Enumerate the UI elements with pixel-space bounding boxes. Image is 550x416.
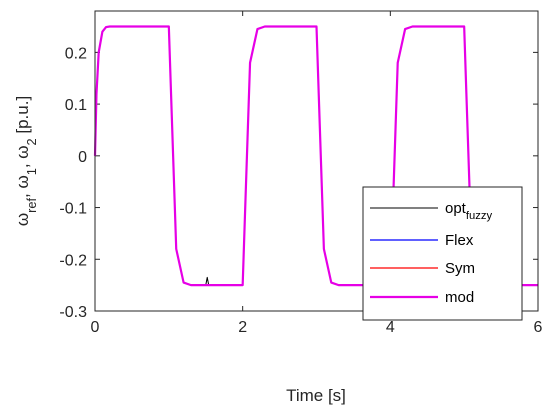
y-tick-label: -0.1 (59, 201, 87, 218)
y-tick-label: -0.2 (59, 252, 87, 269)
y-tick-label: 0 (78, 149, 87, 166)
x-tick-label: 0 (91, 319, 100, 336)
legend-label: Sym (445, 260, 475, 277)
legend-label: mod (445, 289, 474, 306)
x-axis-label: Time [s] (286, 386, 346, 405)
y-tick-label: 0.2 (65, 45, 87, 62)
legend-label: optfuzzy (445, 200, 492, 222)
series-layer (93, 25, 538, 287)
legend-box (362, 186, 523, 321)
x-tick-label: 2 (238, 319, 247, 336)
x-tick-label: 6 (534, 319, 543, 336)
legend-label: Flex (445, 232, 474, 249)
axes-box (94, 10, 539, 312)
y-axis-label: ωref, ω1, ω2 [p.u.] (13, 96, 39, 226)
legend: optfuzzy Flex Sym mod (362, 186, 523, 321)
y-tick-label: 0.1 (65, 97, 87, 114)
x-tick-label: 4 (386, 319, 395, 336)
series-line-mod (93, 25, 538, 287)
y-tick-label: -0.3 (59, 304, 87, 321)
